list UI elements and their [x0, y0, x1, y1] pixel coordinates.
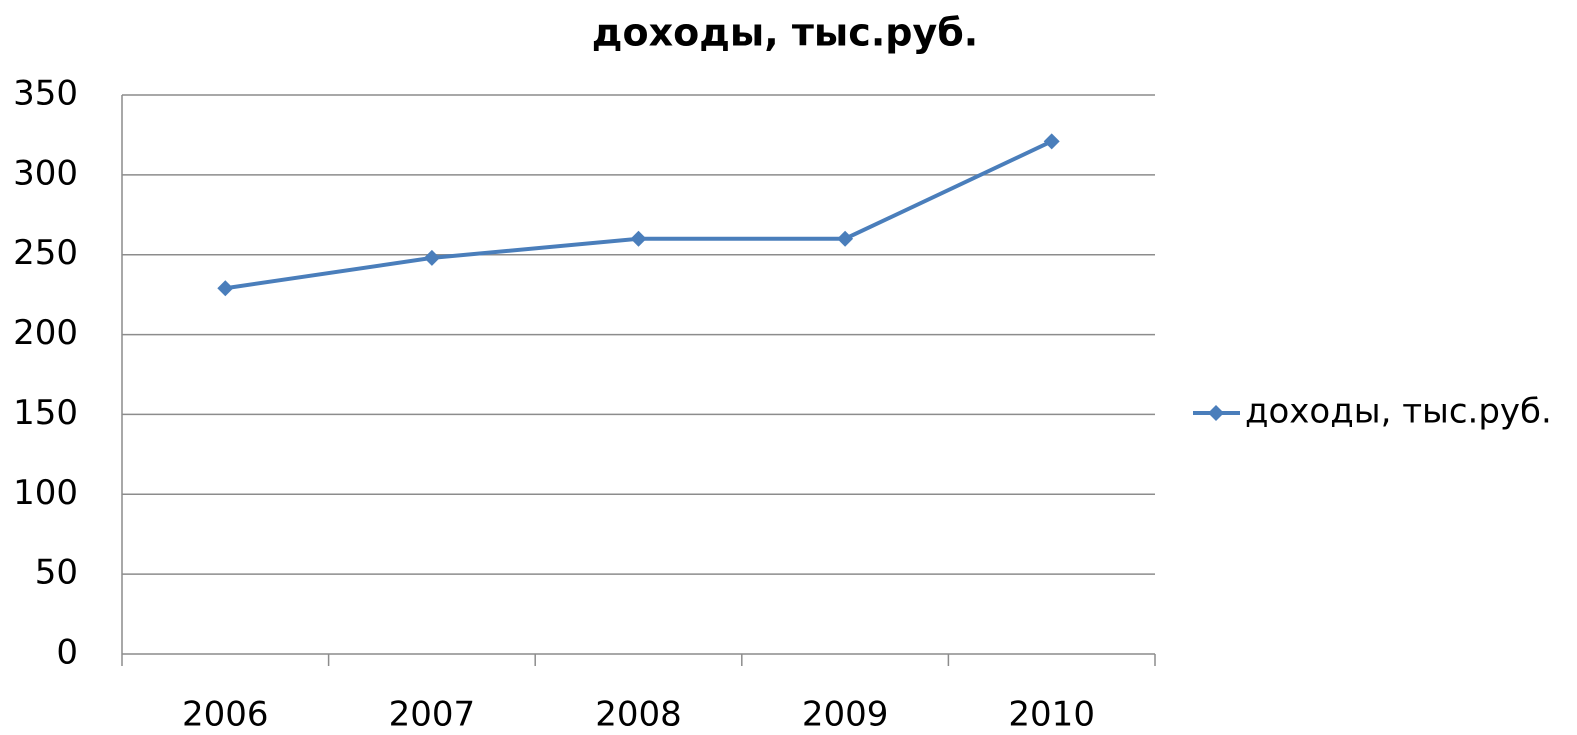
y-tick-label: 150: [13, 393, 78, 433]
legend-label: доходы, тыс.руб.: [1245, 392, 1552, 432]
y-tick-label: 350: [13, 74, 78, 114]
data-point: [217, 280, 234, 297]
y-tick-label: 250: [13, 233, 78, 273]
chart-title: доходы, тыс.руб.: [592, 11, 978, 55]
x-tick-label: 2007: [389, 695, 476, 735]
y-tick-label: 200: [13, 313, 78, 353]
data-line: [225, 139, 1053, 291]
y-tick-label: 0: [56, 633, 78, 673]
y-tick-label: 300: [13, 153, 78, 193]
data-point: [630, 230, 647, 247]
data-point: [837, 230, 854, 247]
y-tick-label: 100: [13, 473, 78, 513]
x-tick-label: 2010: [1008, 695, 1095, 735]
y-tick-label: 50: [35, 553, 78, 593]
x-tick-label: 2006: [182, 695, 269, 735]
x-tick-label: 2008: [595, 695, 682, 735]
data-point: [1043, 133, 1060, 150]
x-tick-label: 2009: [802, 695, 889, 735]
legend-marker: [1208, 405, 1224, 421]
data-point: [423, 249, 440, 266]
